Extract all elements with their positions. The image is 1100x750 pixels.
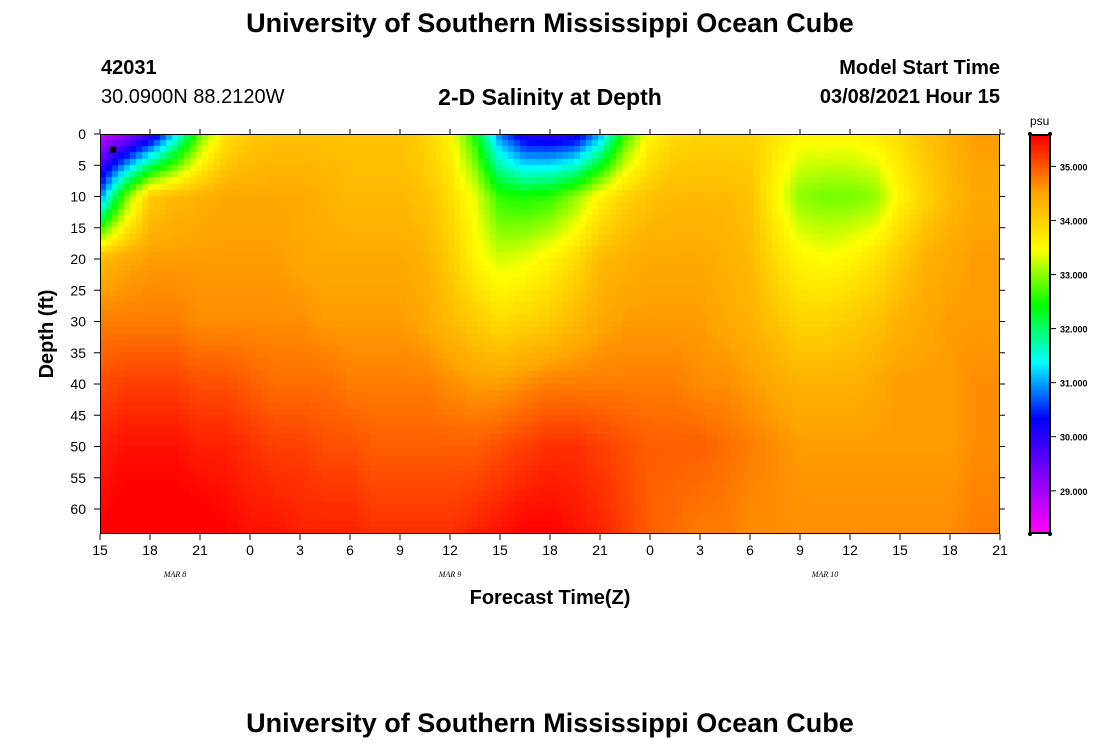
colorbar-tick-label: 32.000 — [1060, 325, 1088, 335]
x-tick-label: 3 — [696, 542, 704, 558]
y-tick-label: 10 — [70, 189, 86, 205]
plot-subtitle: 2-D Salinity at Depth — [438, 84, 662, 110]
x-axis-label: Forecast Time(Z) — [470, 587, 631, 609]
x-tick-label: 6 — [746, 542, 754, 558]
x-tick-label: 15 — [492, 542, 508, 558]
y-tick-label: 50 — [70, 439, 86, 455]
x-tick-label: 15 — [92, 542, 108, 558]
x-tick-label: 21 — [992, 542, 1008, 558]
y-tick-label: 5 — [78, 157, 86, 173]
x-tick-label: 3 — [296, 542, 304, 558]
salinity-heatmap — [100, 134, 1000, 534]
colorbar-tick-label: 34.000 — [1060, 216, 1088, 226]
x-tick-label: 9 — [396, 542, 404, 558]
colorbar-end-dot — [1048, 532, 1052, 536]
colorbar-end-dot — [1028, 532, 1032, 536]
colorbar-gradient — [1031, 136, 1049, 532]
x-tick-label: 9 — [796, 542, 804, 558]
model-start-label: Model Start Time — [839, 57, 1000, 79]
colorbar-tick-label: 31.000 — [1060, 379, 1088, 389]
x-tick-label: 15 — [892, 542, 908, 558]
x-tick-label: 0 — [246, 542, 254, 558]
y-tick-label: 40 — [70, 376, 86, 392]
station-coordinates: 30.0900N 88.2120W — [101, 86, 285, 108]
x-tick-label: 6 — [346, 542, 354, 558]
x-tick-label: 18 — [142, 542, 158, 558]
x-tick-label: 21 — [592, 542, 608, 558]
colorbar-tick-label: 33.000 — [1060, 271, 1088, 281]
colorbar-end-dot — [1048, 132, 1052, 136]
top-title: University of Southern Mississippi Ocean… — [246, 8, 854, 38]
colorbar-unit: psu — [1030, 114, 1050, 128]
model-start-time: 03/08/2021 Hour 15 — [819, 86, 1000, 108]
colorbar — [1029, 134, 1051, 534]
heatmap-canvas — [100, 134, 1000, 534]
colorbar-tick-label: 35.000 — [1060, 162, 1088, 172]
colorbar-end-dot — [1028, 132, 1032, 136]
x-tick-label: 18 — [542, 542, 558, 558]
y-tick-label: 35 — [70, 345, 86, 361]
y-tick-label: 60 — [70, 501, 86, 517]
x-tick-label: 12 — [442, 542, 458, 558]
colorbar-tick-label: 29.000 — [1060, 487, 1088, 497]
data-marker — [110, 146, 117, 153]
y-tick-label: 45 — [70, 407, 86, 423]
station-id: 42031 — [101, 57, 157, 79]
x-tick-label: 18 — [942, 542, 958, 558]
y-tick-label: 0 — [78, 126, 86, 142]
date-label: MAR 8 — [163, 570, 186, 579]
colorbar-tick-label: 30.000 — [1060, 433, 1088, 443]
x-tick-label: 0 — [646, 542, 654, 558]
bottom-title: University of Southern Mississippi Ocean… — [246, 708, 854, 738]
y-axis-label: Depth (ft) — [36, 290, 58, 379]
y-tick-label: 20 — [70, 251, 86, 267]
y-tick-label: 30 — [70, 314, 86, 330]
y-tick-label: 55 — [70, 470, 86, 486]
y-tick-label: 15 — [70, 220, 86, 236]
x-tick-label: 12 — [842, 542, 858, 558]
date-label: MAR 10 — [811, 570, 838, 579]
date-label: MAR 9 — [438, 570, 461, 579]
x-tick-label: 21 — [192, 542, 208, 558]
y-tick-label: 25 — [70, 282, 86, 298]
